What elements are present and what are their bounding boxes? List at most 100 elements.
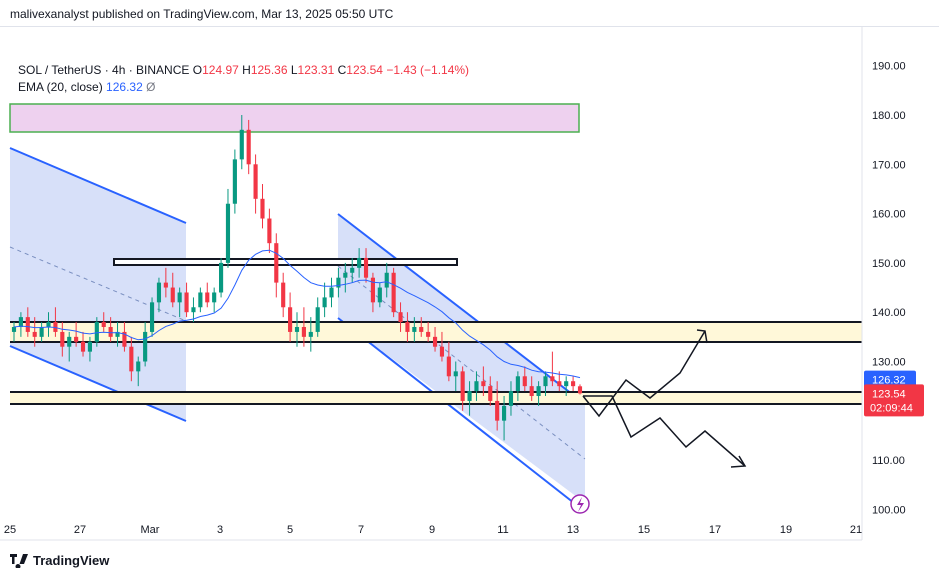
- chart-legend: SOL / TetherUS · 4h · BINANCE O124.97 H1…: [18, 62, 469, 96]
- candle-body: [460, 371, 465, 401]
- candle-body: [129, 346, 134, 372]
- price-tick-label: 100.00: [872, 504, 906, 516]
- candle-body: [571, 381, 576, 387]
- candle-body: [508, 391, 514, 406]
- candle-body: [94, 322, 99, 342]
- candle-body: [522, 376, 527, 387]
- candle-body: [67, 336, 72, 347]
- candle-body: [308, 331, 313, 337]
- ema-20-line: [13, 249, 581, 379]
- candle-body: [260, 198, 265, 219]
- candle-body: [225, 203, 231, 263]
- descending-channel-left: [10, 148, 186, 421]
- candle-body: [350, 267, 355, 273]
- demand-zone-136: [10, 322, 862, 342]
- candle-body: [232, 159, 237, 204]
- candle-body: [163, 282, 168, 288]
- candle-body: [60, 331, 65, 347]
- candle-body: [322, 297, 327, 308]
- tradingview-footer: TradingView: [10, 553, 109, 568]
- candle-body: [80, 341, 86, 352]
- candle-body: [412, 326, 417, 332]
- candle-body: [336, 277, 341, 288]
- time-tick-label: 17: [709, 524, 721, 536]
- candle-body: [281, 282, 286, 308]
- price-tick-label: 140.00: [872, 307, 906, 319]
- chart-area[interactable]: SOL / TetherUS · 4h · BINANCE O124.97 H1…: [0, 26, 939, 547]
- publish-caption: malivexanalyst published on TradingView.…: [10, 7, 394, 21]
- candle-body: [177, 292, 182, 303]
- bearish-projection-path: [583, 395, 746, 467]
- candle-body: [391, 272, 396, 313]
- candle-body: [184, 292, 189, 313]
- candle-body: [481, 381, 486, 387]
- candle-body: [205, 292, 210, 303]
- candle-body: [156, 282, 162, 303]
- legend-ema-label[interactable]: EMA (20, close): [18, 80, 103, 94]
- bullish-arrowhead: [696, 329, 708, 344]
- candle-body: [467, 391, 472, 401]
- ema-price-tag-text: 126.32: [872, 375, 906, 387]
- zones-layer: [9, 103, 862, 504]
- close-price-tag: [864, 384, 924, 417]
- candle-body: [405, 322, 410, 332]
- legend-close: 123.54: [346, 63, 383, 77]
- candle-body: [11, 326, 17, 332]
- candle-body: [329, 287, 334, 298]
- legend-ohlc-row: SOL / TetherUS · 4h · BINANCE O124.97 H1…: [18, 62, 469, 79]
- legend-symbol[interactable]: SOL / TetherUS · 4h · BINANCE: [18, 63, 190, 77]
- candle-body: [101, 322, 106, 327]
- candle-body: [370, 277, 375, 303]
- candle-body: [267, 218, 272, 244]
- time-tick-label: 3: [217, 524, 223, 536]
- candle-body: [495, 400, 500, 421]
- time-tick-label: 27: [74, 524, 86, 536]
- brand-name: TradingView: [33, 553, 110, 568]
- candle-body: [18, 317, 23, 327]
- candle-body: [32, 331, 37, 337]
- close-price-tag-text: 123.54: [872, 388, 906, 400]
- time-tick-label: 5: [287, 524, 293, 536]
- candle-body: [453, 371, 458, 377]
- bearish-arrowhead: [730, 455, 747, 468]
- candle-body: [253, 164, 258, 199]
- price-chart-svg[interactable]: 100.00110.00120.00130.00140.00150.00160.…: [0, 0, 939, 546]
- supply-zone-180: [9, 103, 580, 133]
- price-tick-label: 150.00: [872, 258, 906, 270]
- price-tick-label: 130.00: [872, 357, 906, 369]
- candle-body: [212, 292, 217, 303]
- price-tick-label: 170.00: [872, 159, 906, 171]
- time-tick-label: 7: [358, 524, 364, 536]
- candle-body: [529, 386, 534, 397]
- lightning-icon: [577, 497, 584, 512]
- candle-body: [239, 129, 244, 160]
- time-tick-label: 21: [850, 524, 862, 536]
- channel-right-lower-line: [337, 317, 575, 504]
- time-tick-label: 15: [638, 524, 650, 536]
- channel-left-lower-line: [9, 345, 187, 422]
- candle-body: [108, 326, 113, 337]
- time-tick-label: 19: [780, 524, 792, 536]
- legend-ema-row: EMA (20, close) 126.32 Ø: [18, 79, 469, 96]
- candle-body: [577, 386, 583, 394]
- time-tick-label: 9: [429, 524, 435, 536]
- price-tick-label: 110.00: [872, 455, 905, 467]
- candle-body: [550, 376, 555, 382]
- candle-body: [426, 331, 431, 337]
- candle-body: [384, 272, 389, 288]
- candle-body: [143, 331, 148, 362]
- candle-body: [357, 257, 362, 268]
- price-tick-label: 180.00: [872, 110, 906, 122]
- legend-low: 123.31: [297, 63, 335, 77]
- candle-body: [377, 287, 382, 303]
- candle-body: [474, 381, 479, 392]
- candle-body: [219, 262, 224, 293]
- ema-layer: [13, 249, 581, 379]
- time-tick-label: 25: [4, 524, 16, 536]
- candle-body: [149, 302, 155, 332]
- legend-high: 125.36: [250, 63, 288, 77]
- candle-body: [288, 307, 293, 332]
- tradingview-logo-icon: [10, 553, 28, 568]
- support-zone-122: [10, 392, 862, 404]
- candle-body: [446, 356, 451, 377]
